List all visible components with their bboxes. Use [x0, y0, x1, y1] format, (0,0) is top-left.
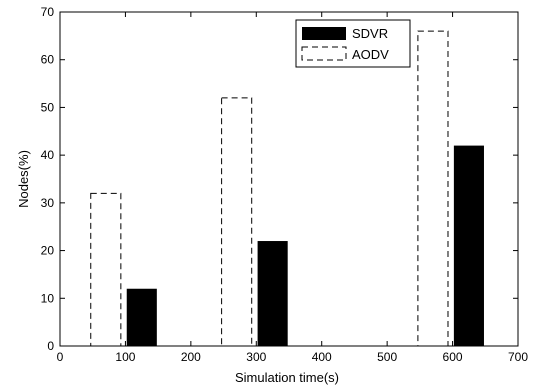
x-tick-label: 200 — [181, 350, 201, 364]
bar-sdvr — [126, 288, 157, 346]
bar-sdvr — [257, 241, 288, 346]
y-tick-label: 40 — [41, 148, 55, 162]
axis-ticks: 0 100 200 300 400 500 600 700 0 10 20 30 40 50 60 70 — [41, 5, 529, 364]
legend-swatch-sdvr — [302, 27, 346, 40]
legend: SDVR AODV — [295, 19, 411, 68]
bars — [90, 30, 484, 347]
bar-aodv — [417, 30, 449, 347]
x-tick-label: 300 — [246, 350, 266, 364]
x-tick-label: 700 — [508, 350, 528, 364]
x-tick-label: 400 — [312, 350, 332, 364]
legend-label-aodv: AODV — [352, 47, 389, 62]
bar-sdvr — [453, 145, 484, 346]
y-tick-label: 70 — [41, 5, 55, 19]
y-tick-label: 0 — [47, 339, 54, 353]
y-tick-label: 20 — [41, 244, 55, 258]
x-axis-label: Simulation time(s) — [235, 370, 339, 385]
bar-aodv — [90, 192, 122, 347]
bar-aodv — [221, 97, 253, 347]
legend-swatch-aodv — [301, 46, 347, 61]
y-tick-label: 50 — [41, 100, 55, 114]
x-tick-label: 600 — [443, 350, 463, 364]
y-tick-label: 30 — [41, 196, 55, 210]
x-tick-label: 100 — [115, 350, 135, 364]
x-tick-label: 0 — [57, 350, 64, 364]
y-tick-label: 60 — [41, 53, 55, 67]
legend-label-sdvr: SDVR — [352, 26, 388, 41]
y-tick-label: 10 — [41, 291, 55, 305]
y-axis-label: Nodes(%) — [16, 150, 31, 208]
x-tick-label: 500 — [377, 350, 397, 364]
